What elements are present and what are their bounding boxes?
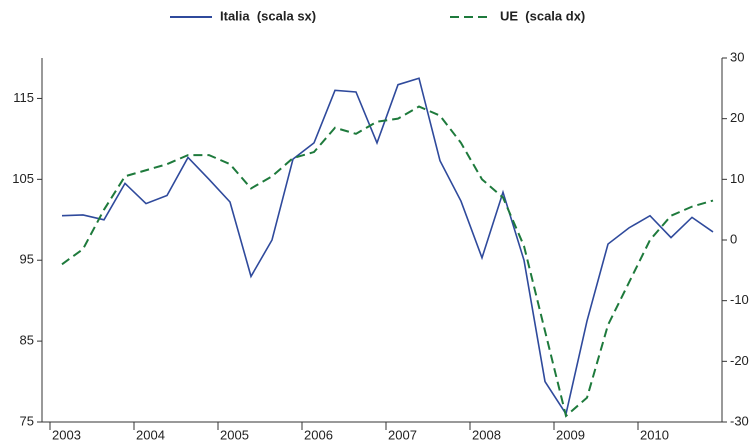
x-tick-label: 2003 bbox=[52, 427, 81, 442]
x-tick-label: 2010 bbox=[640, 427, 669, 442]
y2-tick-label: -20 bbox=[730, 353, 749, 368]
x-tick-label: 2005 bbox=[220, 427, 249, 442]
y-tick-label: 75 bbox=[20, 413, 34, 428]
series-line bbox=[61, 105, 714, 418]
y-tick-label: 115 bbox=[13, 90, 34, 105]
y2-tick-label: 20 bbox=[730, 110, 744, 125]
y2-tick-label: 0 bbox=[730, 231, 737, 246]
x-tick-label: 2007 bbox=[388, 427, 417, 442]
y2-tick-label: 10 bbox=[730, 171, 744, 186]
x-tick-label: 2008 bbox=[472, 427, 501, 442]
legend-label: UE (scala dx) bbox=[500, 8, 585, 23]
y2-tick-label: 30 bbox=[730, 49, 744, 64]
y-tick-label: 85 bbox=[20, 333, 34, 348]
x-tick-label: 2009 bbox=[556, 427, 585, 442]
y-tick-label: 95 bbox=[20, 252, 34, 267]
legend-label: Italia (scala sx) bbox=[220, 8, 316, 23]
y2-tick-label: -10 bbox=[730, 292, 749, 307]
x-tick-label: 2004 bbox=[136, 427, 165, 442]
y2-tick-label: -30 bbox=[730, 413, 749, 428]
y-tick-label: 105 bbox=[12, 171, 34, 186]
series-line bbox=[61, 77, 714, 416]
x-tick-label: 2006 bbox=[304, 427, 333, 442]
